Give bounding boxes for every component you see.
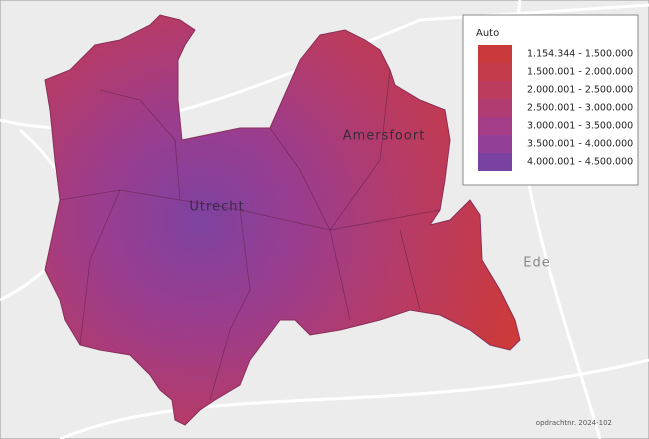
legend-swatch <box>478 99 512 117</box>
place-label: Amersfoort <box>343 129 426 144</box>
place-label: Utrecht <box>189 200 244 215</box>
legend-swatch <box>478 45 512 63</box>
province <box>44 14 521 426</box>
legend: Auto 1.154.344 - 1.500.000 1.500.001 - 2.… <box>462 14 639 186</box>
legend-label: 2.500.001 - 3.000.000 <box>527 103 633 114</box>
legend-swatch <box>478 63 512 81</box>
legend-swatch <box>478 81 512 99</box>
footer: opdrachtnr. 2024-102 <box>536 419 612 427</box>
legend-swatch <box>478 117 512 135</box>
legend-label: 1.500.001 - 2.000.000 <box>527 67 633 78</box>
legend-label: 3.500.001 - 4.000.000 <box>527 139 633 150</box>
legend-label: 4.000.001 - 4.500.000 <box>527 157 633 168</box>
place-label: Ede <box>523 256 550 271</box>
legend-swatch <box>478 153 512 171</box>
municipal-borders <box>59 69 441 401</box>
legend-label: 2.000.001 - 2.500.000 <box>527 85 633 96</box>
legend-swatch <box>478 135 512 153</box>
legend-label: 3.000.001 - 3.500.000 <box>527 121 633 132</box>
legend-title: Auto <box>476 28 499 39</box>
legend-label: 1.154.344 - 1.500.000 <box>527 49 633 60</box>
